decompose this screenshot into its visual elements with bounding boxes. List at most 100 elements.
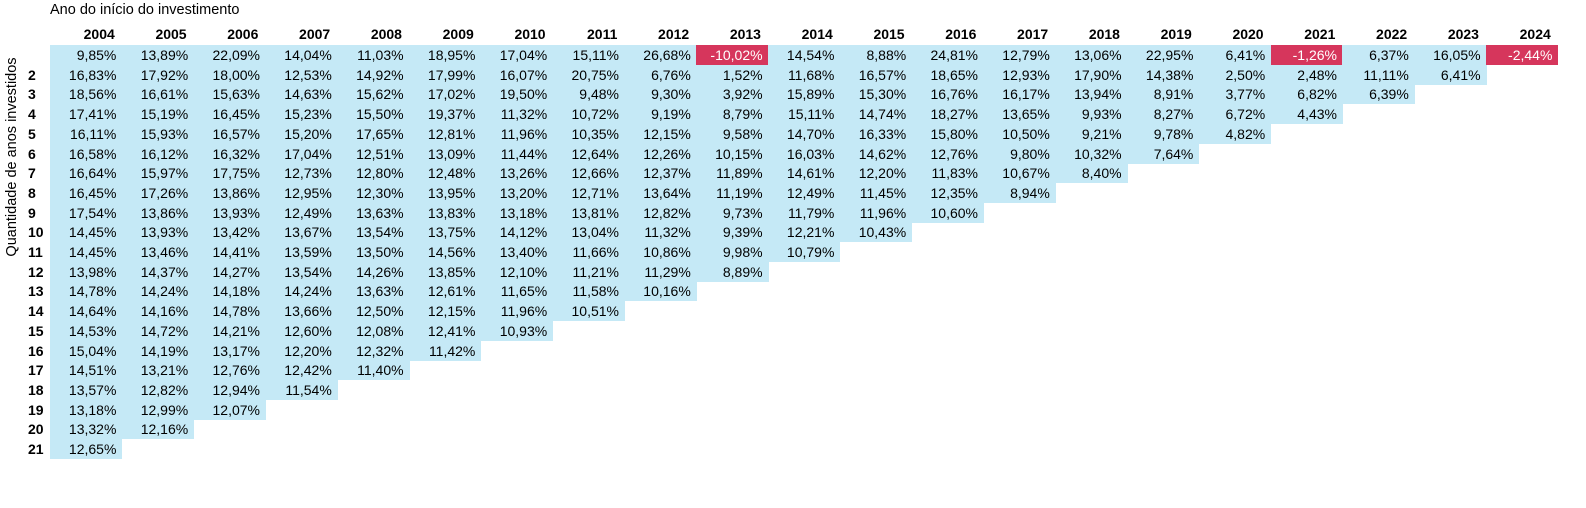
- return-cell: 9,58%: [696, 123, 769, 144]
- return-cell: 9,48%: [552, 84, 625, 105]
- return-cell: 14,27%: [193, 261, 266, 282]
- return-cell: 15,19%: [121, 104, 195, 125]
- return-cell: 18,95%: [409, 45, 482, 65]
- return-cell: 15,30%: [839, 84, 913, 105]
- return-cell: 14,78%: [193, 301, 266, 322]
- return-cell: 13,09%: [409, 143, 482, 164]
- return-cell: 11,32%: [624, 222, 697, 243]
- return-cell: 16,11%: [50, 123, 123, 144]
- return-cell: 2,50%: [1198, 64, 1272, 85]
- return-cell: 14,63%: [265, 84, 338, 105]
- return-cell: 16,32%: [193, 143, 266, 164]
- return-cell: 10,93%: [480, 320, 554, 341]
- return-cell: 8,79%: [696, 104, 769, 125]
- return-cell: 13,98%: [50, 261, 123, 282]
- return-cell: 12,49%: [265, 202, 338, 223]
- return-cell: 14,24%: [265, 281, 338, 302]
- return-cell: 14,70%: [768, 123, 841, 144]
- return-cell: 11,42%: [409, 340, 482, 361]
- return-cell: 11,54%: [265, 379, 338, 400]
- row-label: 15: [28, 322, 44, 339]
- return-cell: 17,04%: [265, 143, 338, 164]
- year-header-2019: 2019: [1160, 26, 1192, 42]
- return-cell: 13,89%: [121, 45, 195, 65]
- return-cell: 14,45%: [50, 222, 123, 243]
- return-cell: 16,45%: [193, 104, 266, 125]
- return-cell: 14,37%: [121, 261, 195, 282]
- return-cell: 13,32%: [50, 419, 123, 440]
- return-cell: 16,07%: [480, 64, 554, 85]
- return-cell: 12,73%: [265, 163, 338, 184]
- return-cell: 12,37%: [624, 163, 697, 184]
- return-cell: 14,26%: [337, 261, 410, 282]
- year-header-2013: 2013: [729, 26, 761, 42]
- return-cell: 13,86%: [193, 182, 266, 203]
- return-cell: 15,20%: [265, 123, 338, 144]
- return-cell: 8,89%: [696, 261, 769, 282]
- return-cell: 16,12%: [121, 143, 195, 164]
- return-cell: 12,08%: [337, 320, 410, 341]
- return-cell: 14,18%: [193, 281, 266, 302]
- year-header-2018: 2018: [1088, 26, 1120, 42]
- return-cell: 12,99%: [121, 399, 195, 420]
- return-cell: 3,77%: [1198, 84, 1272, 105]
- return-cell: 14,51%: [50, 360, 123, 381]
- return-cell: 22,09%: [193, 45, 266, 65]
- return-cell: 14,53%: [50, 320, 123, 341]
- return-cell: 26,68%: [624, 45, 697, 65]
- return-cell: 9,80%: [983, 143, 1056, 164]
- return-cell: 15,62%: [337, 84, 410, 105]
- return-cell: 12,61%: [409, 281, 482, 302]
- return-cell: 18,00%: [193, 64, 266, 85]
- return-cell: 12,41%: [409, 320, 482, 341]
- row-label: 6: [28, 145, 36, 162]
- return-cell: 14,45%: [50, 242, 123, 262]
- return-cell: 9,39%: [696, 222, 769, 243]
- return-cell: 12,21%: [768, 222, 841, 243]
- row-label: 12: [28, 263, 44, 280]
- return-cell: 17,54%: [50, 202, 123, 223]
- return-cell: 11,32%: [480, 104, 554, 125]
- return-cell: 10,79%: [768, 242, 841, 262]
- return-cell: 11,79%: [768, 202, 841, 223]
- return-cell: 9,85%: [50, 45, 123, 65]
- year-header-2020: 2020: [1232, 26, 1264, 42]
- row-label: 9: [28, 204, 36, 221]
- return-cell: 16,45%: [50, 182, 123, 203]
- return-cell: 11,68%: [768, 64, 841, 85]
- row-label: 8: [28, 184, 36, 201]
- return-cell: 9,21%: [1055, 123, 1128, 144]
- return-cell: 11,29%: [624, 261, 697, 282]
- return-cell: 13,75%: [409, 222, 482, 243]
- return-cell: 14,04%: [265, 45, 338, 65]
- return-cell: 12,51%: [337, 143, 410, 164]
- return-cell: 12,66%: [552, 163, 625, 184]
- return-cell: 12,16%: [121, 419, 195, 440]
- row-label: 18: [28, 381, 44, 398]
- return-cell: 16,64%: [50, 163, 123, 184]
- return-cell: 13,18%: [50, 399, 123, 420]
- return-cell: 14,24%: [121, 281, 195, 302]
- return-cell: 14,64%: [50, 301, 123, 322]
- return-cell: 15,11%: [768, 104, 841, 125]
- return-cell: 14,78%: [50, 281, 123, 302]
- return-cell: 9,93%: [1055, 104, 1128, 125]
- return-cell: 13,04%: [552, 222, 625, 243]
- return-cell: 15,80%: [911, 123, 984, 144]
- return-cell: 16,57%: [193, 123, 266, 144]
- return-cell: 13,26%: [480, 163, 554, 184]
- return-cell: -1,26%: [1270, 45, 1343, 65]
- return-cell: 17,92%: [121, 64, 195, 85]
- return-cell: 6,37%: [1342, 45, 1415, 65]
- return-cell: 12,82%: [121, 379, 195, 400]
- return-cell: 15,93%: [121, 123, 195, 144]
- return-cell: 15,50%: [337, 104, 410, 125]
- return-cell: 8,91%: [1127, 84, 1200, 105]
- return-cell: 6,76%: [624, 64, 697, 85]
- return-cell: 6,41%: [1198, 45, 1272, 65]
- return-cell: 11,40%: [337, 360, 410, 381]
- year-header-2022: 2022: [1376, 26, 1408, 42]
- return-cell: 14,62%: [839, 143, 913, 164]
- return-cell: 12,15%: [624, 123, 697, 144]
